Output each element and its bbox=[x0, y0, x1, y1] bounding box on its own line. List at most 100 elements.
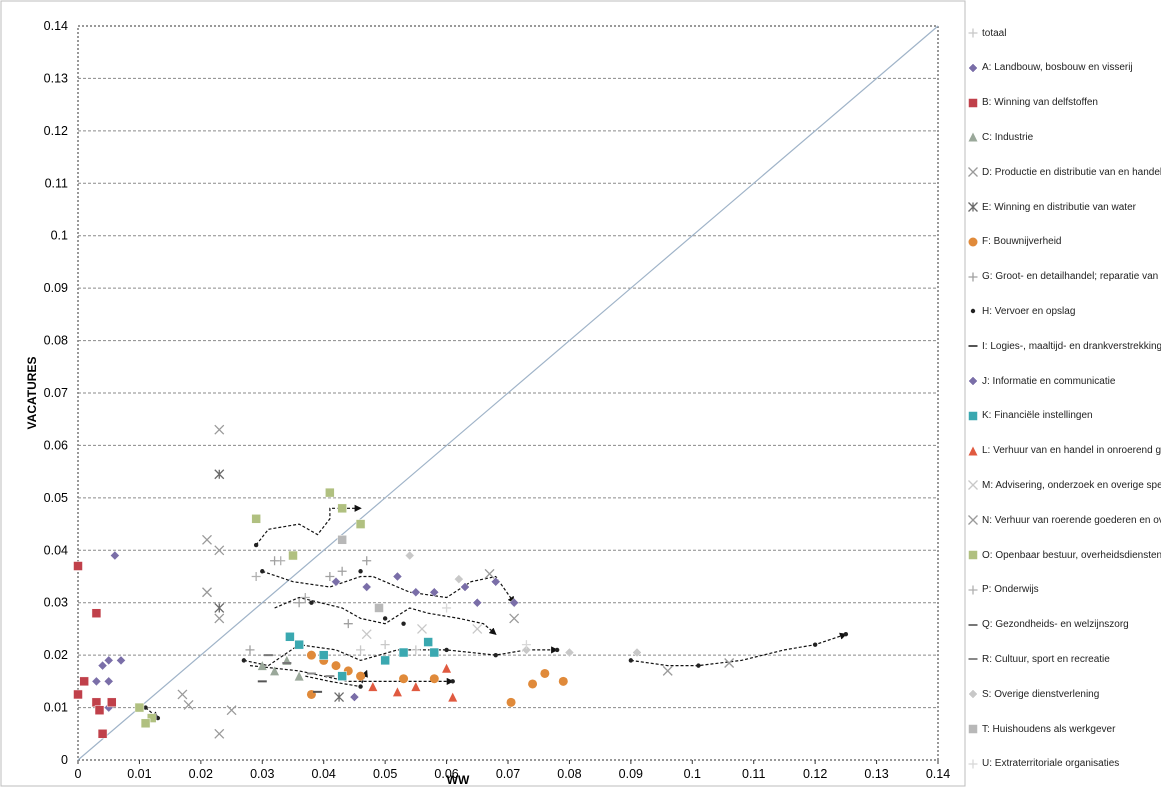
legend-item: Q: Gezondheids- en welzijnszorg bbox=[968, 616, 1129, 634]
data-point bbox=[91, 608, 102, 618]
legend-item: C: Industrie bbox=[968, 128, 1033, 146]
data-point bbox=[628, 658, 634, 663]
legend-item: K: Financiële instellingen bbox=[968, 407, 1093, 425]
data-point bbox=[103, 655, 114, 666]
data-point bbox=[331, 576, 341, 587]
series-3 bbox=[257, 655, 304, 681]
data-point bbox=[521, 640, 531, 650]
data-point bbox=[540, 668, 550, 678]
x-tick-label: 0.03 bbox=[250, 767, 274, 781]
series-16 bbox=[251, 556, 310, 602]
legend-item: T: Huishoudens als werkgever bbox=[968, 720, 1115, 738]
data-point bbox=[401, 621, 406, 626]
data-point bbox=[724, 658, 735, 668]
series-12 bbox=[368, 663, 458, 702]
legend-label: L: Verhuur van en handel in onroerend go… bbox=[982, 445, 1161, 457]
data-point bbox=[362, 556, 372, 566]
data-point bbox=[843, 631, 849, 637]
data-point bbox=[349, 692, 360, 702]
x-tick-label: 0.07 bbox=[496, 767, 520, 781]
legend-marker bbox=[970, 309, 976, 314]
data-point bbox=[380, 655, 390, 666]
x-tick-label: 0.06 bbox=[434, 767, 458, 781]
data-point bbox=[484, 568, 495, 579]
data-point bbox=[300, 592, 310, 602]
data-point bbox=[146, 713, 157, 723]
data-point bbox=[355, 519, 366, 529]
legend-marker-shape bbox=[970, 309, 976, 314]
legend-marker bbox=[968, 480, 978, 491]
series-14 bbox=[484, 568, 735, 676]
data-point bbox=[506, 697, 516, 707]
legend-item: E: Winning en distributie van water bbox=[968, 198, 1136, 216]
legend-label: D: Productie en distributie van en hande… bbox=[982, 166, 1161, 178]
legend-marker-shape bbox=[968, 550, 978, 560]
data-point bbox=[214, 545, 225, 556]
legend-marker bbox=[968, 202, 978, 212]
data-point bbox=[245, 645, 255, 655]
legend-label: U: Extraterritoriale organisaties bbox=[982, 758, 1120, 770]
legend-item: D: Productie en distributie van en hande… bbox=[968, 163, 1161, 181]
legend-label: N: Verhuur van roerende goederen en over… bbox=[982, 514, 1161, 526]
legend-item: R: Cultuur, sport en recreatie bbox=[968, 650, 1110, 668]
diagonal-line bbox=[77, 25, 939, 761]
x-tick-label: 0.01 bbox=[127, 767, 151, 781]
legend-item: F: Bouwnijverheid bbox=[968, 233, 1061, 251]
legend-item: S: Overige dienstverlening bbox=[968, 685, 1099, 703]
y-tick-label: 0.02 bbox=[44, 648, 68, 662]
data-point bbox=[73, 561, 83, 571]
data-point bbox=[337, 535, 347, 545]
data-point bbox=[276, 556, 286, 566]
legend-marker bbox=[968, 376, 978, 386]
legend-marker-shape bbox=[968, 376, 978, 386]
series-19 bbox=[404, 550, 642, 658]
series-4 bbox=[177, 424, 237, 739]
data-point bbox=[94, 705, 105, 715]
data-point bbox=[662, 665, 673, 676]
data-point bbox=[110, 550, 120, 561]
data-point bbox=[214, 424, 225, 435]
data-point bbox=[116, 655, 126, 666]
x-tick-label: 0.04 bbox=[312, 767, 336, 781]
series-20 bbox=[337, 535, 384, 613]
trajectory-line bbox=[243, 644, 559, 667]
legend-marker-shape bbox=[968, 132, 978, 142]
legend-marker-shape bbox=[968, 237, 978, 247]
data-point bbox=[429, 674, 439, 684]
series-9 bbox=[257, 680, 323, 693]
legend-label: I: Logies-, maaltijd- en drankverstrekki… bbox=[982, 340, 1161, 352]
legend-label: S: Overige dienstverlening bbox=[982, 688, 1100, 700]
series-5 bbox=[214, 469, 345, 703]
data-point bbox=[325, 487, 335, 498]
legend-marker bbox=[968, 132, 978, 142]
legend-marker bbox=[968, 28, 978, 38]
legend-label: P: Onderwijs bbox=[982, 584, 1039, 596]
data-point bbox=[521, 645, 532, 655]
data-point bbox=[140, 718, 151, 729]
data-point bbox=[107, 697, 117, 708]
series-18 bbox=[306, 672, 335, 678]
series-1 bbox=[91, 550, 126, 713]
legend-marker-shape bbox=[968, 272, 978, 282]
data-point bbox=[337, 503, 347, 514]
legend-marker-shape bbox=[968, 585, 978, 595]
data-point bbox=[442, 663, 452, 673]
y-tick-label: 0.04 bbox=[44, 543, 68, 557]
data-point bbox=[97, 660, 108, 671]
data-point bbox=[97, 729, 108, 739]
data-point bbox=[490, 576, 501, 587]
legend-label: T: Huishoudens als werkgever bbox=[982, 723, 1116, 735]
x-tick-label: 0.09 bbox=[619, 767, 643, 781]
data-point bbox=[331, 661, 341, 671]
data-point bbox=[103, 676, 114, 687]
data-point bbox=[343, 619, 353, 629]
legend-marker-shape bbox=[968, 446, 978, 456]
data-point bbox=[554, 647, 560, 653]
scatter-chart: 0 0.01 0.02 0.03 0.04 0.05 0.06 0.07 0.08 0.09 0.1… bbox=[0, 0, 966, 787]
data-point bbox=[493, 652, 498, 658]
data-point bbox=[214, 602, 225, 613]
data-point bbox=[251, 572, 261, 581]
trajectory-line bbox=[630, 632, 848, 667]
y-tick-label: 0.06 bbox=[44, 438, 68, 452]
data-point bbox=[334, 692, 345, 703]
